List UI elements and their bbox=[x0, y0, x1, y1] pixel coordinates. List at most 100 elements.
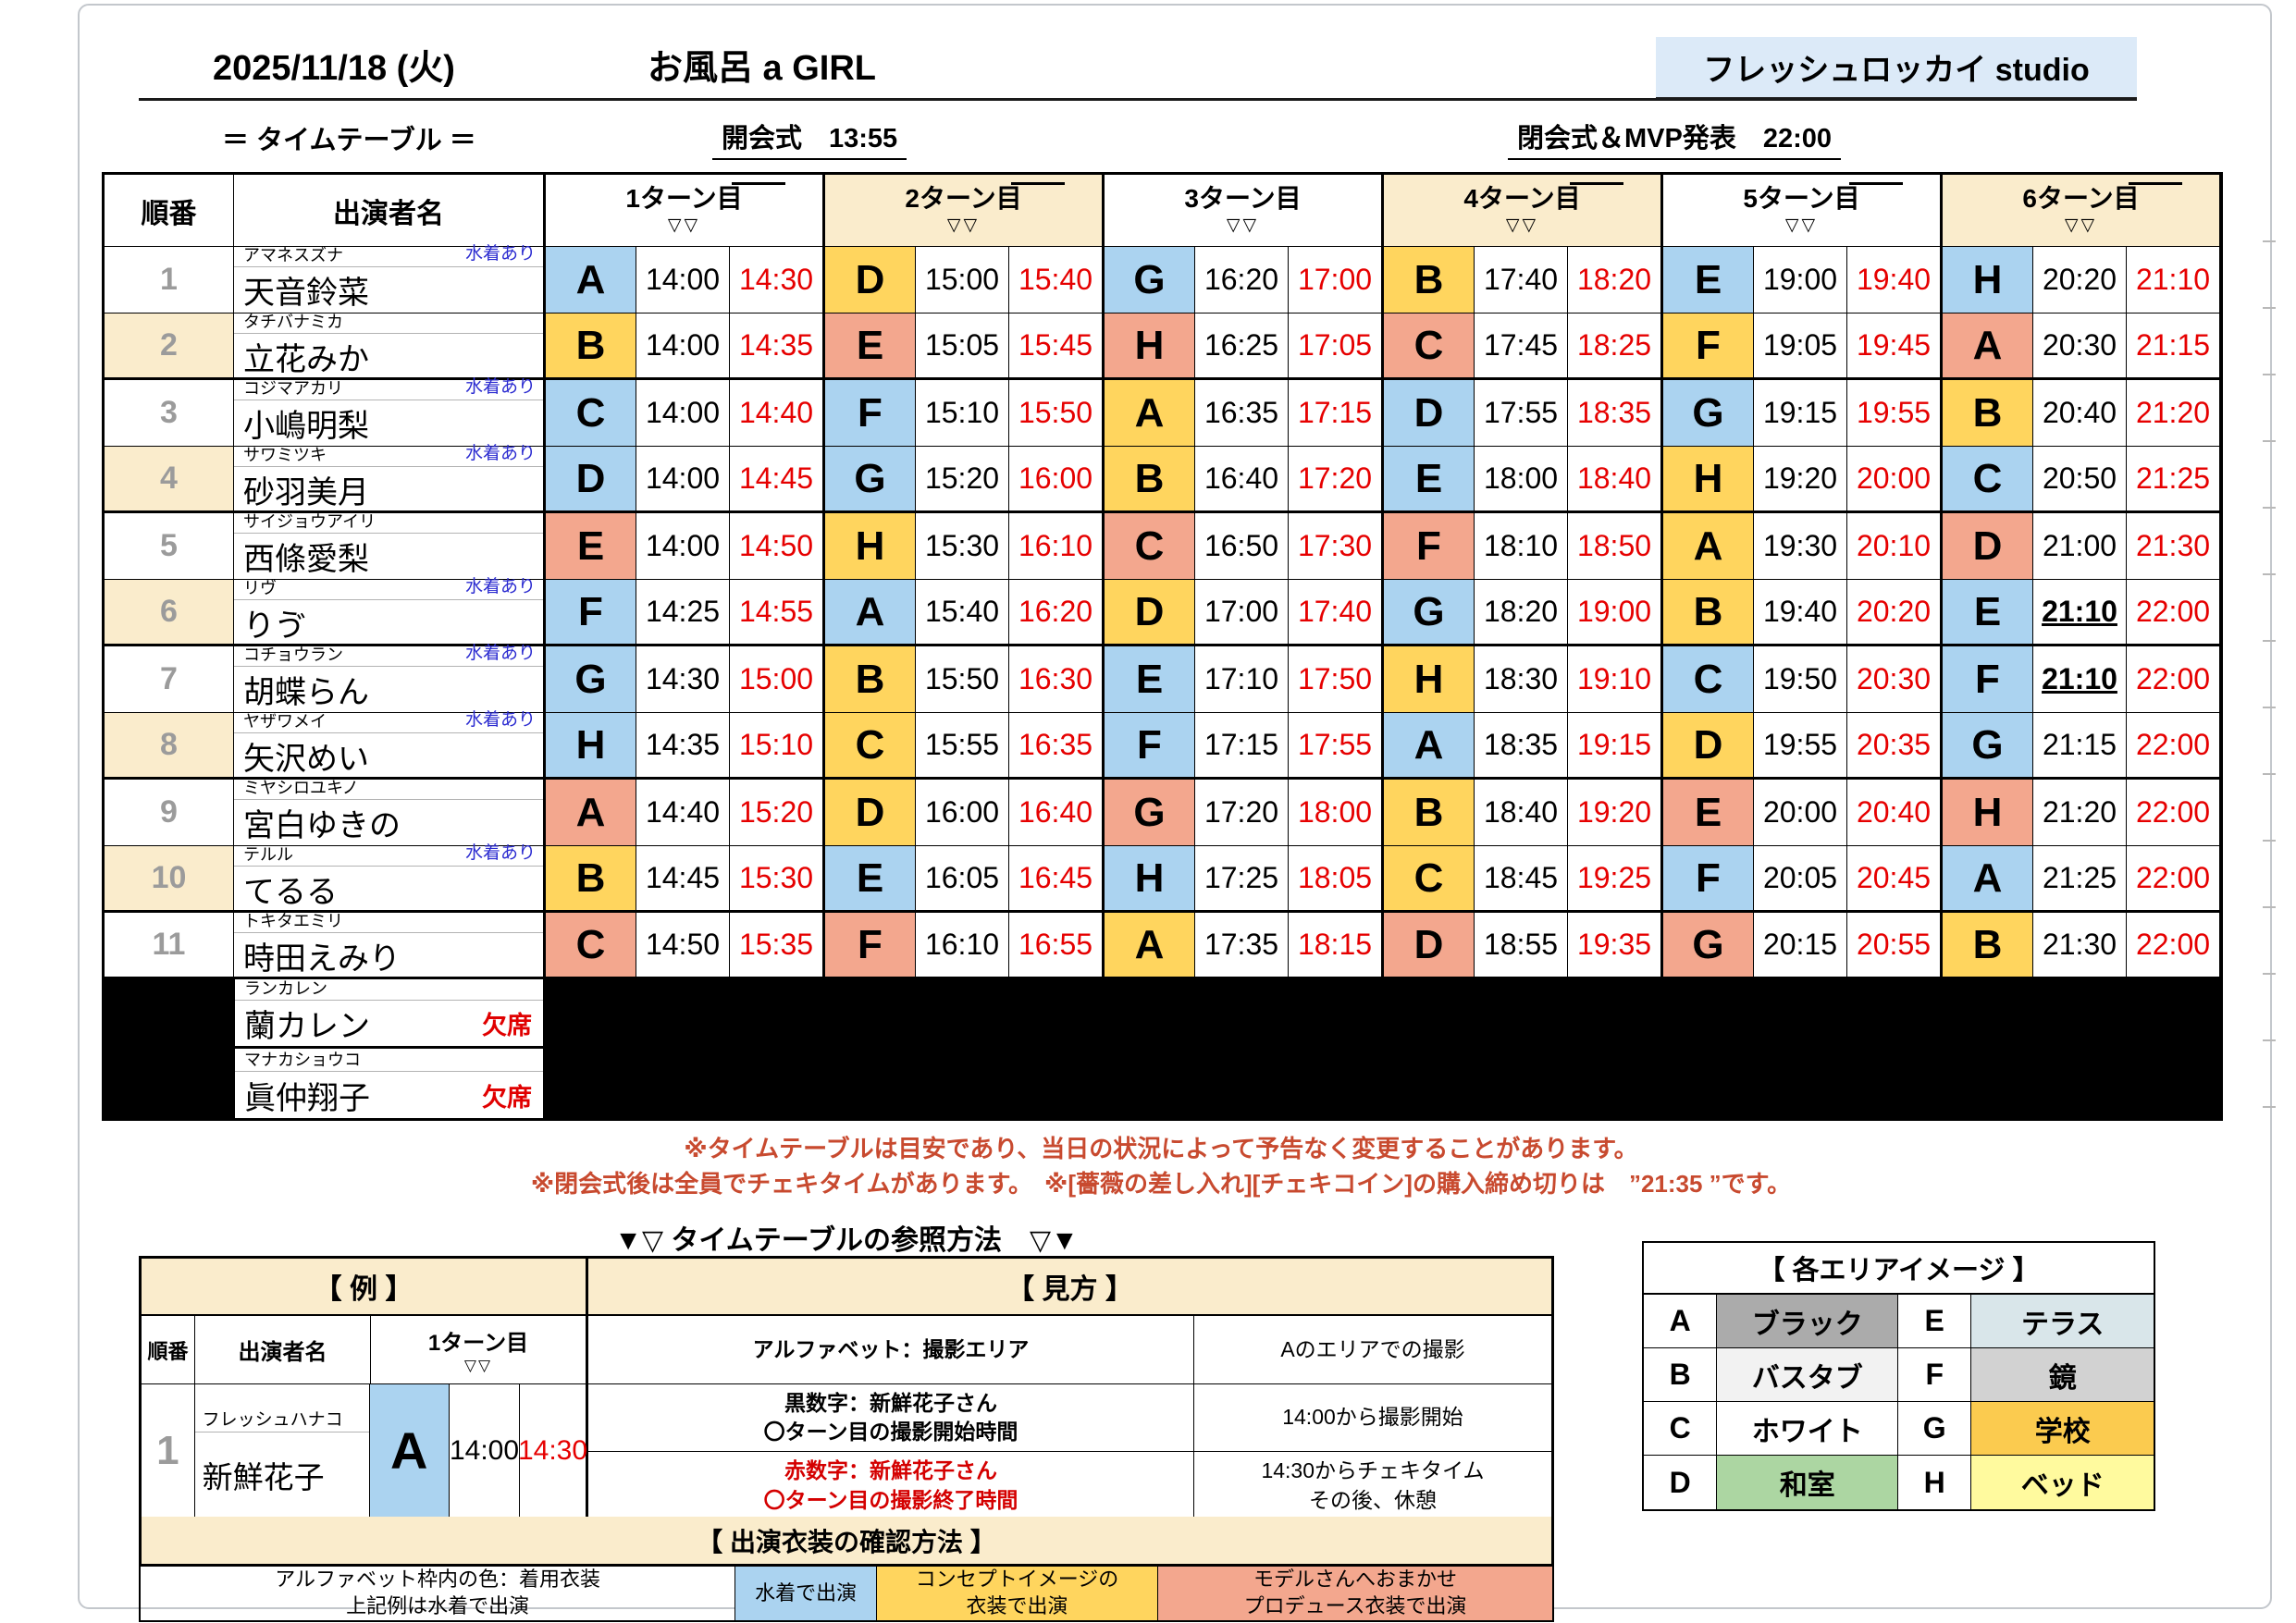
performer-furigana: ランカレン bbox=[244, 979, 327, 999]
start-time: 20:20 bbox=[2042, 263, 2117, 296]
end-time-cell: 20:45 bbox=[1847, 846, 1941, 910]
area-letter: E bbox=[856, 855, 884, 901]
end-time-cell: 15:35 bbox=[730, 913, 823, 977]
furigana-line: ミヤシロユキノ bbox=[234, 779, 543, 800]
turn-marker: ▽▽ bbox=[1505, 215, 1539, 235]
area-cell: A bbox=[1941, 314, 2033, 377]
start-time-cell: 14:00 bbox=[636, 314, 730, 377]
area-cell: A bbox=[1103, 380, 1195, 446]
turn-marker: ▽▽ bbox=[2064, 215, 2098, 235]
example-title: 【 例 】 bbox=[142, 1259, 586, 1316]
end-time: 17:20 bbox=[1297, 461, 1373, 495]
start-time: 17:00 bbox=[1204, 595, 1279, 628]
turn-marker: ▽▽ bbox=[667, 215, 701, 235]
start-time: 15:55 bbox=[924, 728, 1000, 761]
area-cell: A bbox=[1382, 713, 1475, 777]
opening-ceremony-time: 開会式 13:55 bbox=[712, 117, 907, 160]
end-time: 22:00 bbox=[2135, 595, 2211, 628]
performer-name: 宮白ゆきの bbox=[243, 808, 401, 843]
swimsuit-note: 水着あり bbox=[464, 443, 536, 463]
area-cell: E bbox=[544, 513, 636, 579]
absent-performer-row: マナカショウコ 眞仲翔子 欠席 bbox=[105, 1049, 2220, 1118]
end-time-cell: 20:35 bbox=[1847, 713, 1941, 777]
closing-ceremony-time: 閉会式＆MVP発表 22:00 bbox=[1508, 117, 1842, 160]
end-time-cell: 18:20 bbox=[1568, 247, 1661, 313]
end-time: 14:55 bbox=[738, 595, 814, 628]
area-letter: C bbox=[575, 921, 606, 967]
turn-header-3: 3ターン目 ▽▽ bbox=[1103, 175, 1382, 246]
performer-name: 砂羽美月 bbox=[243, 474, 369, 510]
area-letter: G bbox=[1692, 921, 1724, 967]
furigana-line: リヴ 水着あり bbox=[234, 577, 543, 600]
turn-marker: ▽▽ bbox=[1226, 215, 1260, 235]
end-time-cell: 20:55 bbox=[1847, 913, 1941, 977]
end-time-cell: 15:40 bbox=[1009, 247, 1103, 313]
end-time-cell: 16:35 bbox=[1009, 713, 1103, 777]
start-time-cell: 17:10 bbox=[1195, 646, 1289, 712]
end-time: 14:30 bbox=[738, 263, 814, 296]
event-date: 2025/11/18 (火) bbox=[213, 49, 455, 88]
start-time: 17:15 bbox=[1204, 728, 1279, 761]
start-time-cell: 15:55 bbox=[916, 713, 1009, 777]
end-time-cell: 19:10 bbox=[1568, 646, 1661, 712]
header-divider bbox=[139, 98, 2137, 101]
start-time-cell: 16:25 bbox=[1195, 314, 1289, 377]
area-cell: C bbox=[1382, 314, 1475, 377]
start-time: 16:35 bbox=[1204, 396, 1279, 429]
howto-desc-start: 14:00から撮影開始 bbox=[1282, 1405, 1463, 1430]
start-time-cell: 14:35 bbox=[636, 713, 730, 777]
start-time: 16:10 bbox=[924, 928, 1000, 961]
turn-header-4: 4ターン目 ▽▽ bbox=[1382, 175, 1661, 246]
turn-header-5: 5ターン目 ▽▽ bbox=[1661, 175, 1941, 246]
absent-order-cell bbox=[105, 979, 234, 1046]
end-time-cell: 21:20 bbox=[2127, 380, 2220, 446]
furigana-line: テルル 水着あり bbox=[234, 843, 543, 867]
area-cell: F bbox=[1661, 314, 1754, 377]
end-time: 14:35 bbox=[738, 328, 814, 362]
area-cell: B bbox=[544, 314, 636, 377]
area-cell: F bbox=[823, 913, 916, 977]
swimsuit-note: 水着あり bbox=[464, 709, 536, 730]
start-time-cell: 18:00 bbox=[1475, 447, 1568, 510]
area-letter: F bbox=[1975, 656, 2000, 702]
end-time: 17:40 bbox=[1297, 595, 1373, 628]
end-time-cell: 15:50 bbox=[1009, 380, 1103, 446]
timetable-subtitle: ＝ タイムテーブル ＝ bbox=[222, 126, 476, 155]
end-time-cell: 22:00 bbox=[2127, 580, 2220, 644]
performer-furigana: リヴ bbox=[243, 579, 277, 597]
end-time-cell: 18:15 bbox=[1289, 913, 1382, 977]
end-time: 19:40 bbox=[1856, 263, 1932, 296]
start-time-cell: 19:20 bbox=[1754, 447, 1847, 510]
start-time: 14:00 bbox=[645, 396, 721, 429]
howto-term-start: 黒数字：新鮮花子さん 〇ターン目の撮影開始時間 bbox=[588, 1384, 1194, 1451]
order-column-header: 順番 bbox=[105, 175, 234, 246]
end-time: 22:00 bbox=[2135, 795, 2211, 829]
start-time-cell: 18:35 bbox=[1475, 713, 1568, 777]
order-cell: 6 bbox=[105, 580, 234, 644]
performer-name: りゔ bbox=[243, 608, 306, 644]
end-time-cell: 19:00 bbox=[1568, 580, 1661, 644]
area-letter: E bbox=[856, 322, 884, 368]
example-order-number: 1 bbox=[142, 1384, 195, 1517]
end-time: 18:00 bbox=[1297, 795, 1373, 829]
start-time: 20:30 bbox=[2042, 328, 2117, 362]
area-cell: D bbox=[823, 247, 916, 313]
start-time-cell: 15:00 bbox=[916, 247, 1009, 313]
area-letter: C bbox=[1644, 1402, 1718, 1455]
end-time-cell: 18:25 bbox=[1568, 314, 1661, 377]
end-time: 16:10 bbox=[1018, 529, 1093, 562]
end-time-cell: 15:10 bbox=[730, 713, 823, 777]
order-number: 4 bbox=[160, 461, 178, 496]
end-time: 19:00 bbox=[1576, 595, 1652, 628]
end-time: 20:00 bbox=[1856, 461, 1932, 495]
start-time: 20:50 bbox=[2042, 461, 2117, 495]
end-time-cell: 21:30 bbox=[2127, 513, 2220, 579]
end-time-cell: 19:55 bbox=[1847, 380, 1941, 446]
start-time: 20:05 bbox=[1762, 861, 1838, 894]
overline-mark bbox=[2129, 182, 2182, 185]
end-time: 21:25 bbox=[2135, 461, 2211, 495]
area-letter: G bbox=[1133, 789, 1166, 835]
main-timetable: 順番 出演者名 1ターン目 ▽▽ 2ターン目 ▽▽ 3ターン目 ▽▽ 4ターン目 ▽▽ 5ターン目 ▽… bbox=[102, 172, 2223, 1121]
end-time: 22:00 bbox=[2135, 928, 2211, 961]
end-time: 20:45 bbox=[1856, 861, 1932, 894]
